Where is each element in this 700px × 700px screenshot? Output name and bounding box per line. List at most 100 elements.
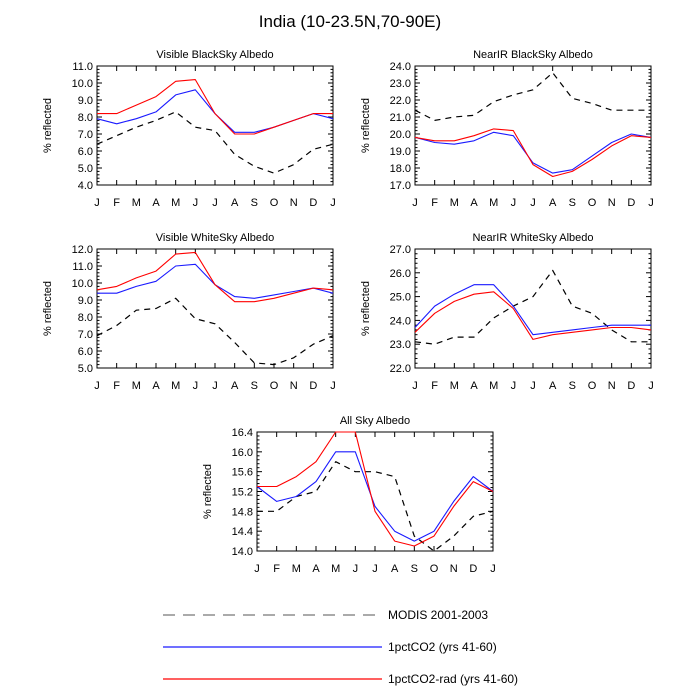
x-tick-label: F xyxy=(431,380,438,392)
y-tick-label: 8.0 xyxy=(78,112,93,124)
series-line-1pctco2-rad xyxy=(96,251,334,303)
y-axis-label: % reflected xyxy=(202,464,214,519)
plot-frame xyxy=(96,65,334,186)
y-tick-label: 12.0 xyxy=(72,244,93,256)
x-tick-label: D xyxy=(309,380,317,392)
x-tick-label: M xyxy=(132,197,141,209)
x-tick-label: J xyxy=(193,197,199,209)
x-tick-label: J xyxy=(530,380,536,392)
x-tick-label: J xyxy=(648,197,654,209)
y-tick-label: 23.0 xyxy=(390,339,411,351)
series-line-modis xyxy=(414,72,651,122)
x-tick-label: N xyxy=(608,380,616,392)
x-tick-label: O xyxy=(588,197,597,209)
series-line-1pctco2 xyxy=(96,89,334,133)
x-tick-label: M xyxy=(450,380,459,392)
y-tick-label: 4.0 xyxy=(78,180,93,192)
series-line-1pctco2-rad xyxy=(97,79,333,135)
series-line-1pctco2-rad xyxy=(257,431,494,547)
x-tick-label: N xyxy=(290,197,298,209)
y-tick-label: 16.4 xyxy=(232,427,253,439)
x-tick-label: A xyxy=(231,197,239,209)
series-line-1pctco2 xyxy=(414,284,651,336)
y-tick-label: 26.0 xyxy=(390,268,411,280)
plot-frame xyxy=(96,248,334,369)
y-tick-label: 19.0 xyxy=(390,146,411,158)
chart-title: NearIR BlackSky Albedo xyxy=(473,49,593,61)
y-tick-label: 9.0 xyxy=(78,295,93,307)
x-tick-label: D xyxy=(627,380,635,392)
chart-panel-2: NearIR BlackSky Albedo % reflected 17.0 18.… xyxy=(360,49,654,209)
x-tick-label: J xyxy=(212,380,218,392)
x-tick-label: J xyxy=(212,197,218,209)
chart-title: Visible WhiteSky Albedo xyxy=(156,232,274,244)
x-tick-label: J xyxy=(511,380,517,392)
x-tick-label: M xyxy=(489,197,498,209)
y-tick-label: 18.0 xyxy=(390,163,411,175)
y-tick-label: 21.0 xyxy=(390,112,411,124)
x-tick-label: S xyxy=(251,380,258,392)
x-tick-label: J xyxy=(511,197,517,209)
series-line-1pctco2 xyxy=(97,263,334,299)
x-tick-label: M xyxy=(489,380,498,392)
series-line-modis xyxy=(96,111,334,174)
x-tick-label: J xyxy=(648,380,654,392)
chart-panel-4: NearIR WhiteSky Albedo % reflected 22.0 23.… xyxy=(360,232,654,392)
x-tick-label: A xyxy=(470,380,478,392)
y-tick-label: 9.0 xyxy=(78,95,93,107)
x-tick-label: J xyxy=(254,563,260,575)
x-tick-label: J xyxy=(193,380,199,392)
y-tick-label: 11.0 xyxy=(72,61,93,73)
y-tick-label: 17.0 xyxy=(390,180,411,192)
y-tick-label: 16.0 xyxy=(232,447,253,459)
chart-panel-1: Visible BlackSky Albedo % reflected 4.0 5.0… xyxy=(42,49,336,209)
x-tick-label: A xyxy=(391,563,399,575)
x-tick-label: D xyxy=(627,197,635,209)
x-tick-label: A xyxy=(549,197,557,209)
x-tick-label: O xyxy=(430,563,439,575)
y-tick-label: 15.2 xyxy=(232,487,253,499)
x-tick-label: J xyxy=(330,197,336,209)
x-tick-label: M xyxy=(132,380,141,392)
x-tick-label: A xyxy=(152,380,160,392)
x-tick-label: A xyxy=(470,197,478,209)
x-tick-label: D xyxy=(309,197,317,209)
legend-lines xyxy=(163,614,382,680)
x-tick-label: F xyxy=(431,197,438,209)
y-tick-label: 20.0 xyxy=(390,129,411,141)
series-line-modis xyxy=(414,269,651,345)
plot-frame xyxy=(414,65,652,186)
y-tick-label: 8.0 xyxy=(78,312,93,324)
y-tick-label: 22.0 xyxy=(390,363,411,375)
x-tick-label: J xyxy=(412,380,418,392)
y-tick-label: 23.0 xyxy=(390,78,411,90)
y-tick-label: 14.8 xyxy=(232,506,253,518)
x-tick-label: J xyxy=(412,197,418,209)
y-tick-label: 14.4 xyxy=(232,526,253,538)
series-line-1pctco2 xyxy=(414,131,652,174)
x-tick-label: M xyxy=(292,563,301,575)
x-tick-label: F xyxy=(113,197,120,209)
x-tick-label: O xyxy=(270,380,279,392)
y-axis-label: % reflected xyxy=(360,98,372,153)
chart-panel-3: Visible WhiteSky Albedo % reflected 5.0 6.0… xyxy=(42,232,336,392)
x-tick-label: O xyxy=(270,197,279,209)
y-tick-label: 5.0 xyxy=(78,163,93,175)
plot-frame xyxy=(414,248,652,369)
x-tick-label: M xyxy=(450,197,459,209)
x-tick-label: J xyxy=(353,563,359,575)
x-tick-label: S xyxy=(569,197,576,209)
y-tick-label: 6.0 xyxy=(78,346,93,358)
y-axis-label: % reflected xyxy=(360,281,372,336)
chart-panel-5: All Sky Albedo % reflected 14.0 14.4 14.8 15.… xyxy=(202,415,496,575)
x-tick-label: D xyxy=(469,563,477,575)
x-tick-label: J xyxy=(94,197,100,209)
x-tick-label: J xyxy=(530,197,536,209)
y-tick-label: 6.0 xyxy=(78,146,93,158)
y-tick-label: 22.0 xyxy=(390,95,411,107)
y-tick-label: 27.0 xyxy=(390,244,411,256)
y-tick-label: 14.0 xyxy=(232,546,253,558)
chart-title: All Sky Albedo xyxy=(340,415,410,427)
x-tick-label: A xyxy=(312,563,320,575)
